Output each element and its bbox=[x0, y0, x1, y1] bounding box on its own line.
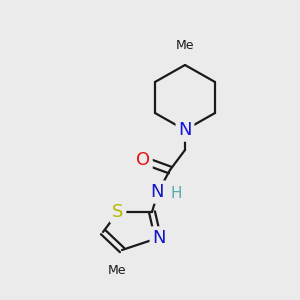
Text: O: O bbox=[136, 151, 150, 169]
Text: Me: Me bbox=[176, 39, 194, 52]
Text: N: N bbox=[178, 121, 192, 139]
Text: H: H bbox=[170, 185, 182, 200]
Text: S: S bbox=[112, 203, 124, 221]
Text: N: N bbox=[152, 229, 166, 247]
Text: Me: Me bbox=[108, 264, 126, 277]
Text: N: N bbox=[150, 183, 164, 201]
